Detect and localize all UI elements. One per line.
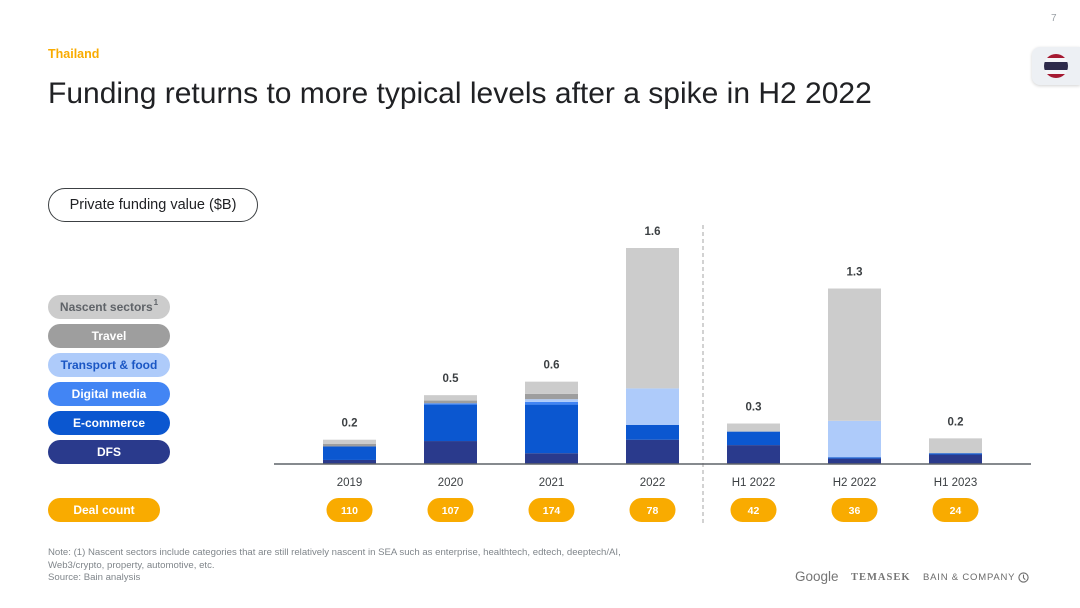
legend-label: Travel <box>91 329 127 343</box>
country-kicker: Thailand <box>48 47 100 61</box>
bar-segment-2022-e-commerce <box>626 424 679 440</box>
deal-count-value-2021: 174 <box>543 505 561 517</box>
bar-segment-h1-2022-dfs <box>727 445 780 464</box>
bar-segment-2021-transport-food <box>525 399 578 402</box>
flag-stripe-blue <box>1044 62 1068 70</box>
legend-label: Transport & food <box>60 358 158 372</box>
flag-stripe-white <box>1044 58 1068 62</box>
footnote-block: Note: (1) Nascent sectors include catego… <box>48 547 621 585</box>
legend-label: Nascent sectors <box>59 300 153 314</box>
x-tick-label-h1-2023: H1 2023 <box>934 477 977 489</box>
bar-segment-2021-nascent-sectors <box>525 381 578 394</box>
deal-count-value-h2-2022: 36 <box>849 505 861 517</box>
deal-count-pill-h1-2022 <box>730 498 777 522</box>
bar-segment-2019-nascent-sectors <box>323 439 376 444</box>
deal-count-pill-h1-2023 <box>932 498 979 522</box>
deal-count-pill-h2-2022 <box>831 498 878 522</box>
bar-segment-2021-e-commerce <box>525 404 578 454</box>
bar-segment-h2-2022-dfs <box>828 458 881 464</box>
page-title: Funding returns to more typical levels a… <box>48 77 872 110</box>
deal-count-value-2020: 107 <box>442 505 460 517</box>
deal-count-value-h1-2023: 24 <box>950 505 962 517</box>
bar-segment-h1-2023-e-commerce <box>929 453 982 455</box>
bar-segment-2020-dfs <box>424 441 477 464</box>
bain-circle-icon <box>1018 572 1029 583</box>
bar-segment-2022-nascent-sectors <box>626 248 679 389</box>
flag-stripe-red <box>1044 54 1068 58</box>
measure-label-pill: Private funding value ($B) <box>48 188 258 222</box>
bar-segment-2020-nascent-sectors <box>424 395 477 401</box>
bain-logo: BAIN & COMPANY <box>923 572 1029 583</box>
bar-total-label-h1-2022: 0.3 <box>746 402 762 414</box>
thailand-flag-icon <box>1044 54 1068 78</box>
deal-count-value-2022: 78 <box>647 505 659 517</box>
deal-count-pill-2019 <box>326 498 373 522</box>
legend-item-dfs: DFS <box>48 440 170 464</box>
bar-segment-h2-2022-nascent-sectors <box>828 288 881 421</box>
bar-segment-h1-2023-nascent-sectors <box>929 438 982 454</box>
bar-segment-2020-e-commerce <box>424 404 477 442</box>
x-tick-label-2021: 2021 <box>539 477 565 489</box>
google-logo: Google <box>795 569 839 584</box>
bar-segment-2020-digital-media <box>424 403 477 405</box>
deal-count-pill-2021 <box>528 498 575 522</box>
deal-count-pill-2022 <box>629 498 676 522</box>
x-tick-label-2019: 2019 <box>337 477 363 489</box>
bar-segment-h1-2023-dfs <box>929 454 982 464</box>
bar-total-label-2022: 1.6 <box>645 226 661 238</box>
legend-item-transport-food: Transport & food <box>48 353 170 377</box>
flag-stripe-white <box>1044 70 1068 74</box>
flag-stripe-red <box>1044 74 1068 78</box>
bar-segment-h1-2022-e-commerce <box>727 431 780 446</box>
bar-segment-2019-dfs <box>323 459 376 464</box>
bar-segment-h2-2022-e-commerce <box>828 457 881 459</box>
legend-label: E-commerce <box>72 416 146 430</box>
bar-segment-2022-dfs <box>626 439 679 464</box>
x-tick-label-2022: 2022 <box>640 477 666 489</box>
deal-count-pill-2020 <box>427 498 474 522</box>
bar-total-label-h1-2023: 0.2 <box>948 416 964 428</box>
deal-count-value-h1-2022: 42 <box>748 505 760 517</box>
deal-count-value-2019: 110 <box>341 505 358 517</box>
legend-item-travel: Travel <box>48 324 170 348</box>
bar-segment-2022-transport-food <box>626 388 679 425</box>
bar-total-label-2019: 0.2 <box>342 418 358 430</box>
bar-total-label-h2-2022: 1.3 <box>847 267 863 279</box>
country-flag-tab <box>1032 47 1080 85</box>
bar-segment-2020-travel <box>424 400 477 404</box>
footnote-line: Web3/crypto, property, automotive, etc. <box>48 559 215 571</box>
legend-item-nascent-sectors: Nascent sectors 1 <box>48 295 170 319</box>
legend-label: DFS <box>97 445 121 459</box>
page-number: 7 <box>1051 13 1057 24</box>
source-line: Source: Bain analysis <box>48 572 141 583</box>
x-tick-label-h2-2022: H2 2022 <box>833 477 876 489</box>
legend-item-digital-media: Digital media <box>48 382 170 406</box>
x-tick-label-2020: 2020 <box>438 477 464 489</box>
bar-segment-2021-travel <box>525 393 578 400</box>
bar-segment-2021-digital-media <box>525 401 578 405</box>
legend-label: Digital media <box>71 387 147 401</box>
bar-segment-2019-e-commerce <box>323 446 376 460</box>
footnote-line: Note: (1) Nascent sectors include catego… <box>48 547 621 558</box>
temasek-logo: TEMASEK <box>851 572 911 583</box>
measure-label: Private funding value ($B) <box>69 197 237 213</box>
legend-item-e-commerce: E-commerce <box>48 411 170 435</box>
stacked-bar-chart: 0.2 2019 110 0.5 2020 107 0.6 2021 174 1.6 2022 78 0… <box>274 225 1031 523</box>
bar-total-label-2020: 0.5 <box>443 373 460 385</box>
deal-count-label: Deal count <box>73 503 135 517</box>
bar-segment-h1-2022-nascent-sectors <box>727 423 780 432</box>
bain-logo-text: BAIN & COMPANY <box>923 572 1016 583</box>
deal-count-label-pill: Deal count <box>48 498 160 522</box>
x-tick-label-h1-2022: H1 2022 <box>732 477 775 489</box>
bar-total-label-2021: 0.6 <box>544 360 560 372</box>
bar-segment-2021-dfs <box>525 453 578 464</box>
bar-segment-2019-travel <box>323 443 376 447</box>
bar-segment-h2-2022-transport-food <box>828 420 881 458</box>
